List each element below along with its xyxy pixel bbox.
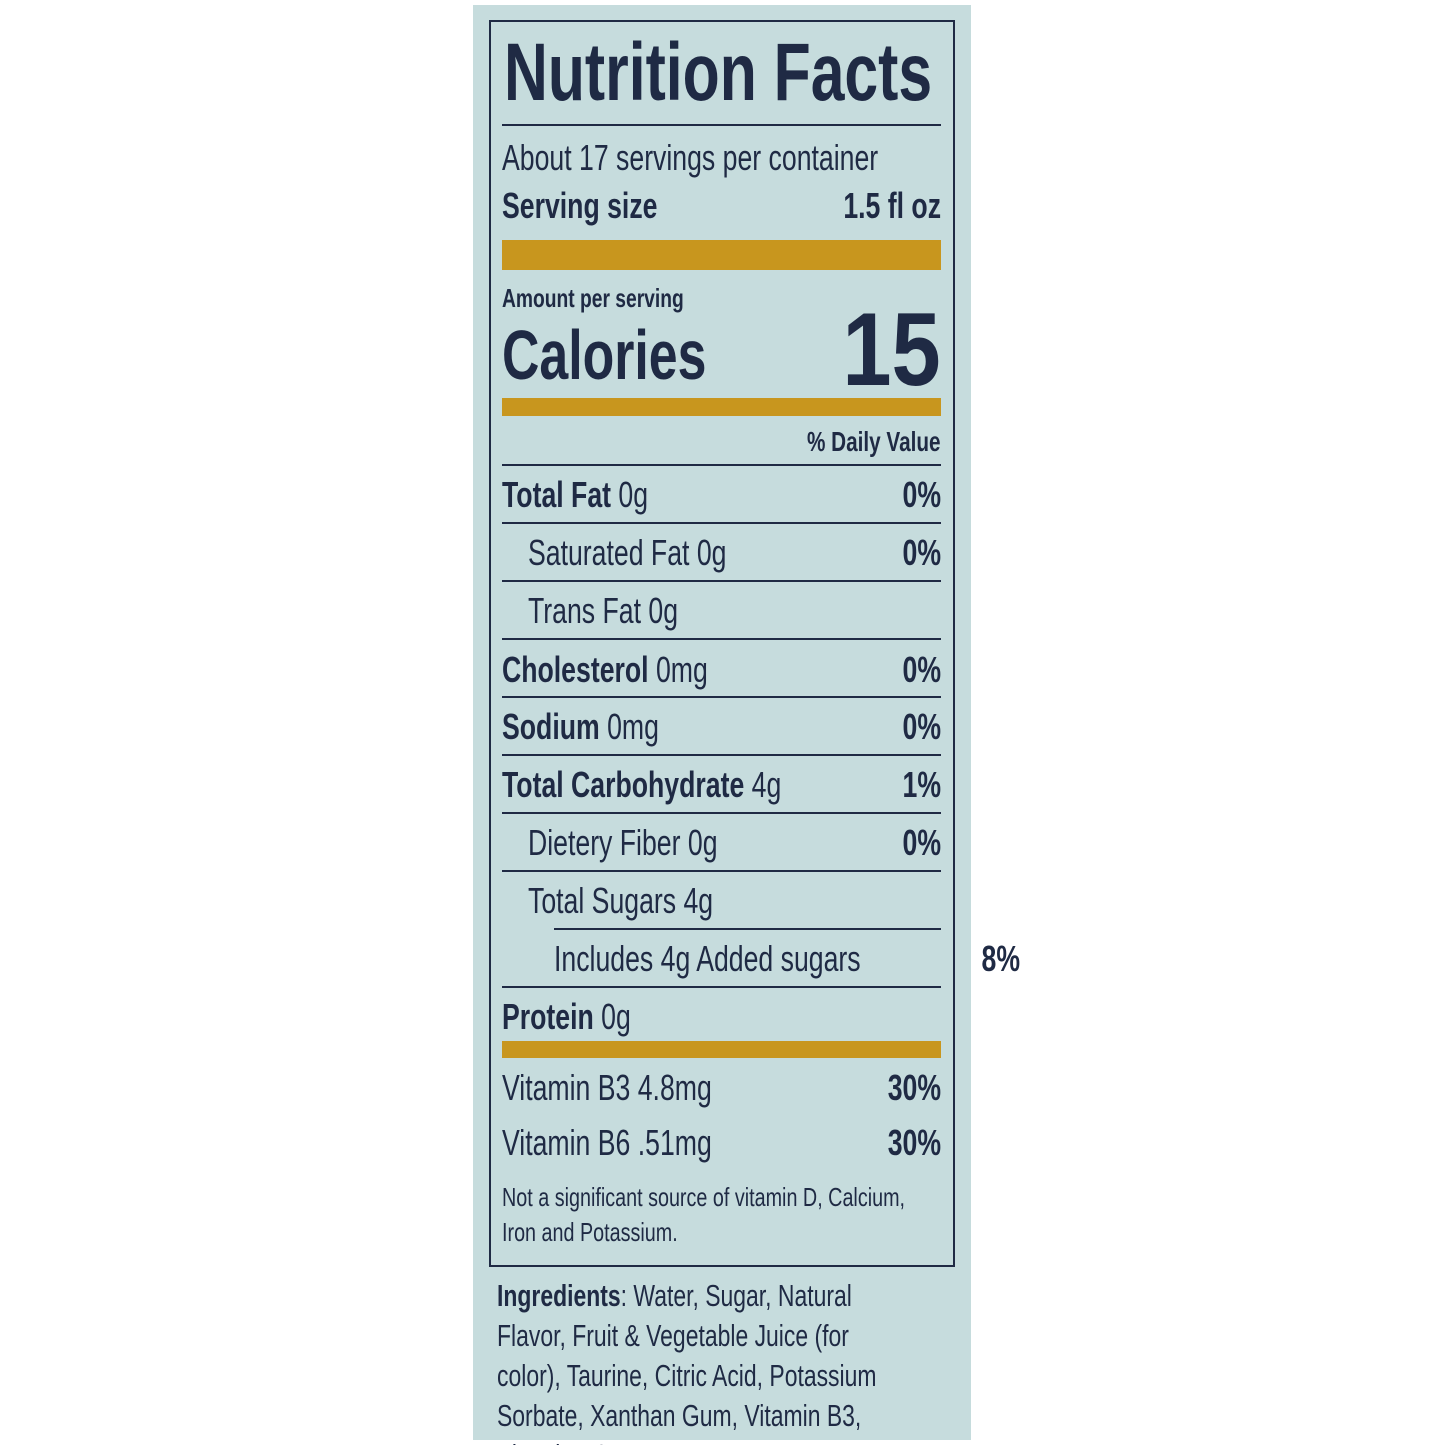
amount-row: Amount per serving [502, 276, 941, 320]
nutrient-name: Trans Fat [528, 590, 642, 631]
nutrient-dv: 0% [902, 822, 941, 863]
nutrient-row: Saturated Fat 0g 0% [502, 531, 941, 575]
separator [502, 754, 941, 756]
nutrient-name: Saturated Fat [528, 532, 690, 573]
serving-size-label: Serving size [502, 185, 658, 226]
separator [502, 124, 941, 126]
vitamin-row: Vitamin B3 4.8mg 30% [502, 1066, 941, 1110]
calories-label: Calories [502, 316, 707, 394]
nutrient-row: Includes 4g Added sugars 8% [502, 937, 1020, 981]
separator [502, 638, 941, 640]
ingredients-text: : Water, Sugar, Natural Flavor, Fruit & … [497, 1278, 877, 1445]
nutrient-name: Dietery Fiber [528, 822, 681, 863]
nutrient-row: Trans Fat 0g [502, 589, 941, 633]
footnote: Not a significant source of vitamin D, C… [502, 1182, 906, 1247]
nutrient-row: Total Fat 0g 0% [502, 473, 941, 517]
calories-row: Calories 15 [502, 292, 941, 408]
ingredients-label: Ingredients [497, 1278, 621, 1313]
nutrient-amount: 4g [751, 764, 782, 805]
title-wrap: Nutrition Facts [504, 28, 1083, 118]
separator [502, 580, 941, 582]
gold-bar [502, 240, 941, 270]
nutrient-row: Protein 0g [502, 995, 941, 1039]
vitamin-name: Vitamin B6 .51mg [502, 1122, 712, 1163]
nutrient-row: Sodium 0mg 0% [502, 705, 941, 749]
nutrient-name: Total Carbohydrate [502, 764, 745, 805]
separator [502, 696, 941, 698]
separator [502, 986, 941, 988]
dv-header: % Daily Value [807, 426, 941, 457]
separator [502, 464, 941, 466]
facts-box [489, 20, 955, 1267]
vitamin-row: Vitamin B6 .51mg 30% [502, 1121, 941, 1165]
nutrient-amount: 0g [648, 590, 679, 631]
nutrient-name: Total Sugars [528, 880, 677, 921]
nutrient-row: Cholesterol 0mg 0% [502, 648, 941, 692]
ingredients: Ingredients: Water, Sugar, Natural Flavo… [497, 1276, 917, 1445]
vitamin-dv: 30% [887, 1122, 941, 1163]
nutrient-name: Sodium [502, 706, 600, 747]
nutrient-amount: 0g [696, 532, 727, 573]
gold-bar [502, 398, 941, 416]
serving-size-row: Serving size 1.5 fl oz [502, 184, 941, 228]
nutrient-row: Total Sugars 4g [502, 879, 941, 923]
nutrient-dv: 1% [902, 764, 941, 805]
nutrient-name: Protein [502, 996, 594, 1037]
gold-bar [502, 1041, 941, 1058]
servings: About 17 servings per container [502, 137, 879, 178]
nutrient-amount: 0mg [655, 649, 708, 690]
separator [502, 812, 941, 814]
nutrient-row: Dietery Fiber 0g 0% [502, 821, 941, 865]
nutrient-dv: 0% [902, 649, 941, 690]
nutrient-dv: 8% [981, 938, 1021, 979]
calories-value: 15 [842, 292, 941, 408]
dv-header-row: % Daily Value [502, 420, 941, 464]
nutrient-name: Total Fat [502, 474, 612, 515]
servings-row: About 17 servings per container [502, 136, 941, 180]
nutrient-dv: 0% [902, 706, 941, 747]
title: Nutrition Facts [504, 27, 933, 118]
nutrient-amount: 0mg [607, 706, 659, 747]
nutrient-name: Cholesterol [502, 649, 649, 690]
vitamin-name: Vitamin B3 4.8mg [502, 1067, 712, 1108]
amount-per-serving: Amount per serving [502, 282, 684, 313]
nutrient-amount: 0g [618, 474, 649, 515]
serving-size-value: 1.5 fl oz [843, 185, 941, 226]
separator [502, 870, 941, 872]
nutrient-dv: 0% [902, 532, 941, 573]
separator [502, 522, 941, 524]
nutrient-amount: 0g [601, 996, 631, 1037]
separator [554, 928, 941, 930]
nutrient-dv: 0% [902, 474, 941, 515]
nutrient-row: Total Carbohydrate 4g 1% [502, 763, 941, 807]
vitamin-dv: 30% [887, 1067, 941, 1108]
nutrient-name: Includes 4g Added sugars [554, 938, 861, 979]
nutrient-amount: 4g [683, 880, 714, 921]
nutrient-amount: 0g [687, 822, 718, 863]
